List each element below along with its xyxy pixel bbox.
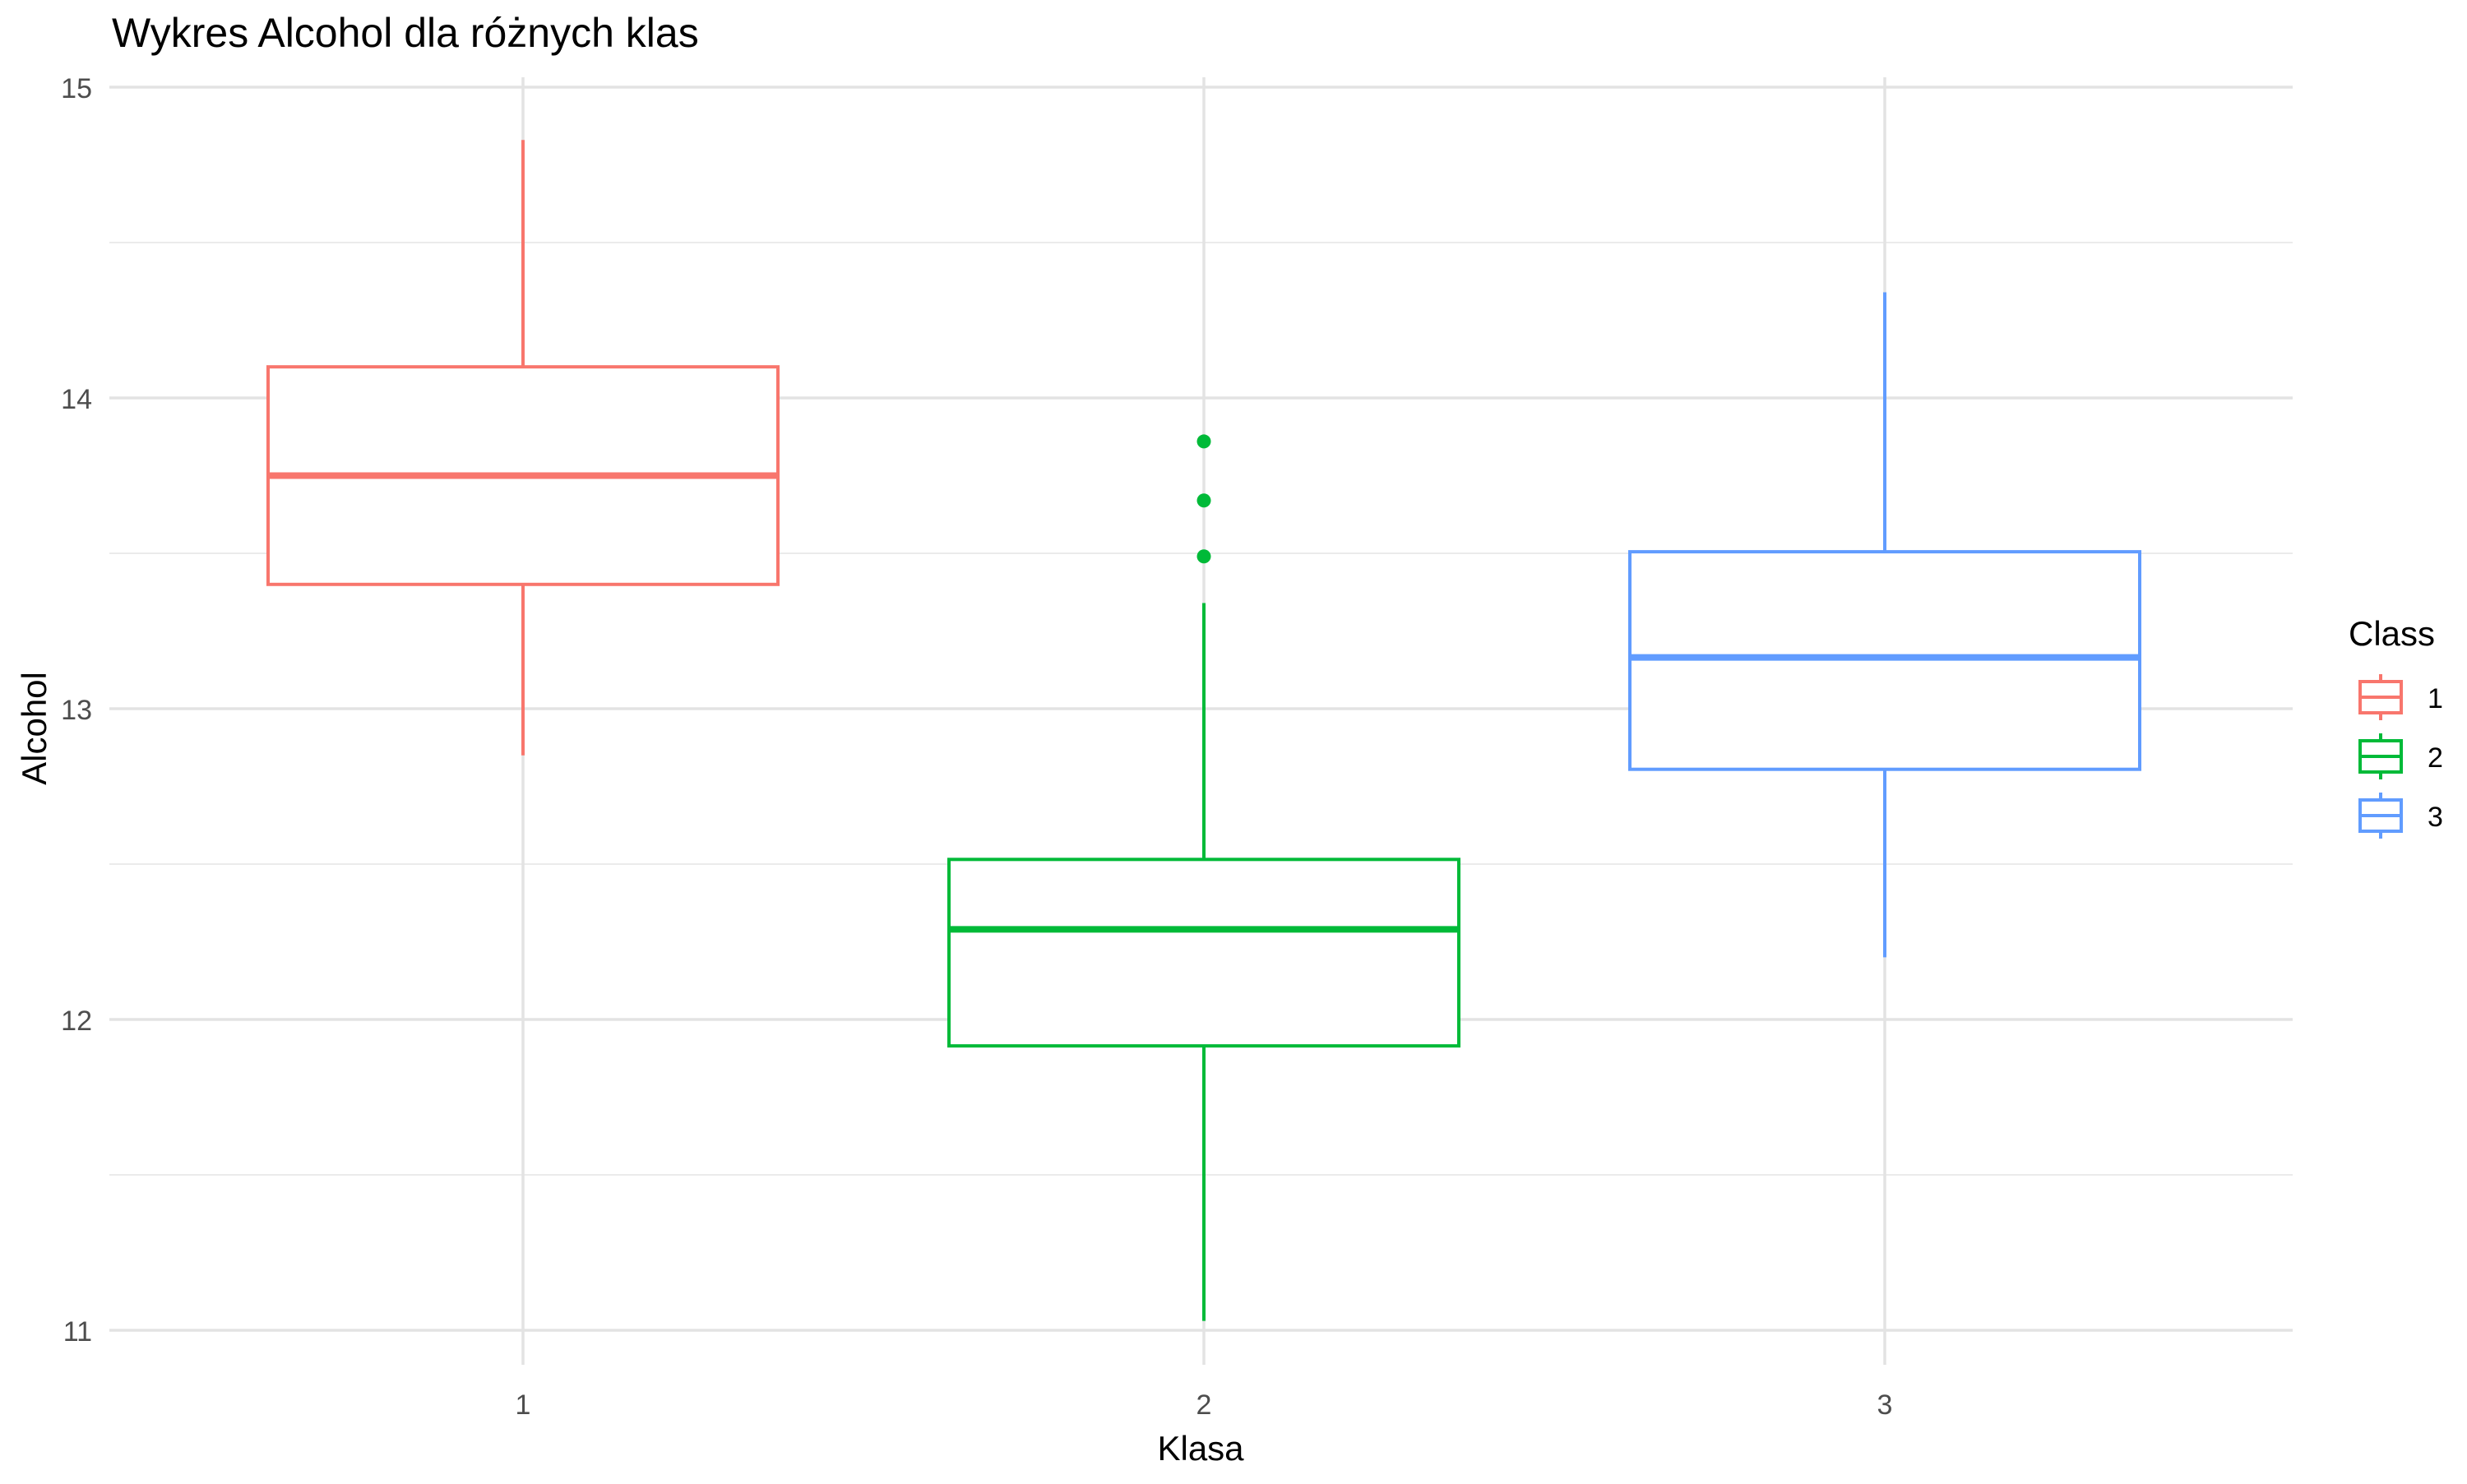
box-group-2 — [947, 434, 1460, 1321]
legend: Class 1 2 3 — [2349, 614, 2443, 839]
outlier-point — [1196, 549, 1211, 564]
legend-key-2 — [2358, 733, 2403, 779]
outlier-point — [1196, 434, 1211, 449]
plot-area — [266, 140, 2141, 1321]
x-tick-label: 3 — [1877, 1389, 1893, 1421]
chart-title: Wykres Alcohol dla różnych klas — [112, 10, 699, 56]
legend-key-1 — [2358, 674, 2403, 720]
x-tick-label: 2 — [1196, 1389, 1212, 1421]
box-group-3 — [1628, 292, 2141, 958]
y-tick-label: 13 — [61, 695, 92, 726]
legend-label: 3 — [2428, 802, 2443, 833]
outlier-point — [1196, 493, 1211, 508]
legend-label: 2 — [2428, 742, 2443, 774]
y-tick-label: 12 — [61, 1006, 92, 1037]
x-tick-label: 1 — [516, 1389, 531, 1421]
x-axis-title: Klasa — [1157, 1429, 1244, 1468]
y-axis-title: Alcohol — [15, 672, 53, 785]
legend-title: Class — [2349, 614, 2435, 653]
box — [947, 858, 1460, 1048]
legend-key-3 — [2358, 793, 2403, 839]
y-tick-label: 14 — [61, 384, 92, 415]
legend-label: 1 — [2428, 683, 2443, 714]
y-tick-label: 11 — [63, 1316, 92, 1348]
box-group-1 — [266, 140, 780, 756]
y-tick-label: 15 — [61, 73, 92, 104]
